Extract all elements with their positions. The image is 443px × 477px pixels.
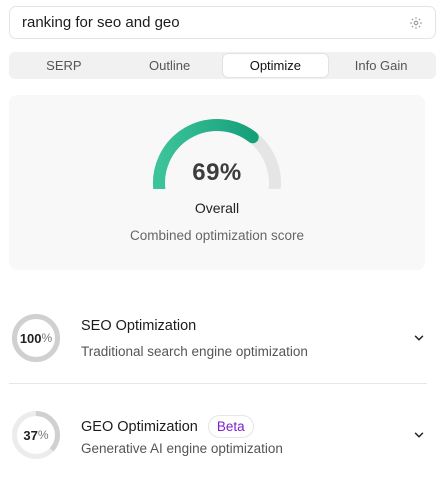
overall-score-value: 69% bbox=[192, 159, 242, 186]
seo-score-number: 100 bbox=[19, 330, 42, 346]
beta-badge: Beta bbox=[207, 415, 254, 438]
search-input[interactable]: ranking for seo and geo bbox=[22, 14, 180, 31]
tab-info-gain[interactable]: Info Gain bbox=[354, 58, 408, 73]
gauge-fill bbox=[153, 119, 259, 189]
overall-gauge bbox=[153, 119, 281, 189]
seo-score-ring: 100% bbox=[11, 313, 61, 363]
geo-score-ring: 37% bbox=[11, 410, 61, 460]
tab-serp[interactable]: SERP bbox=[46, 58, 82, 73]
geo-score-number: 37 bbox=[23, 427, 38, 443]
chevron-down-icon[interactable] bbox=[412, 331, 426, 345]
seo-score-unit: % bbox=[41, 331, 53, 345]
tab-outline[interactable]: Outline bbox=[149, 58, 191, 73]
seo-section[interactable]: 100% SEO Optimization Traditional search… bbox=[9, 309, 436, 369]
tab-bar: SERP Outline Optimize Info Gain bbox=[9, 52, 436, 79]
seo-description: Traditional search engine optimization bbox=[81, 344, 308, 359]
chevron-down-icon[interactable] bbox=[412, 428, 426, 442]
divider bbox=[9, 383, 427, 384]
overall-description: Combined optimization score bbox=[129, 228, 305, 243]
search-bar[interactable]: ranking for seo and geo bbox=[9, 6, 436, 39]
geo-section[interactable]: 37% GEO Optimization Beta Generative AI … bbox=[9, 406, 436, 466]
geo-description: Generative AI engine optimization bbox=[81, 441, 283, 456]
gear-icon[interactable] bbox=[409, 16, 423, 30]
geo-score-unit: % bbox=[37, 428, 49, 442]
tab-optimize[interactable]: Optimize bbox=[222, 54, 329, 77]
seo-title: SEO Optimization bbox=[81, 318, 197, 334]
overall-score-card: 69% Overall Combined optimization score bbox=[9, 95, 425, 270]
geo-title: GEO Optimization bbox=[81, 418, 198, 435]
overall-label: Overall bbox=[194, 200, 240, 216]
